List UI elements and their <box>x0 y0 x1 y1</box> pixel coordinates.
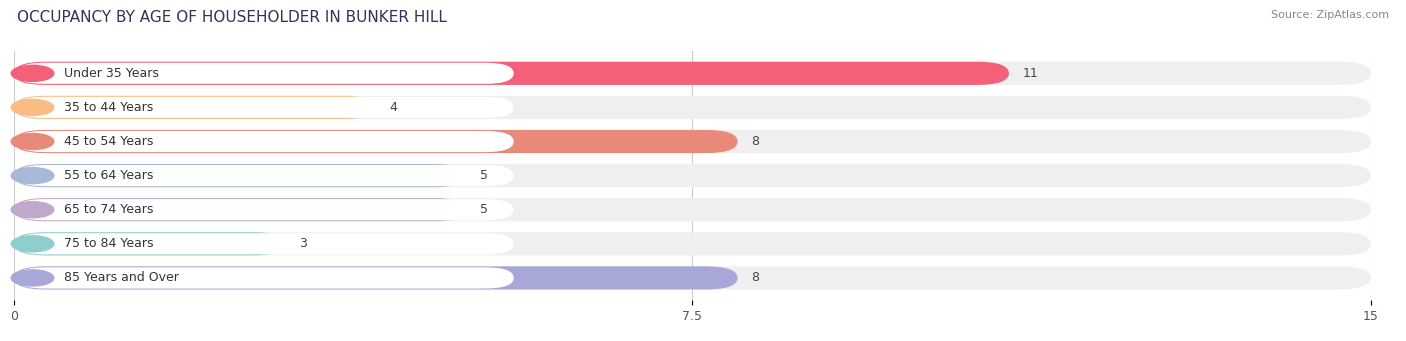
Text: 3: 3 <box>299 237 307 250</box>
FancyBboxPatch shape <box>17 97 513 118</box>
Text: OCCUPANCY BY AGE OF HOUSEHOLDER IN BUNKER HILL: OCCUPANCY BY AGE OF HOUSEHOLDER IN BUNKE… <box>17 10 447 25</box>
FancyBboxPatch shape <box>17 131 513 152</box>
Circle shape <box>11 65 53 81</box>
FancyBboxPatch shape <box>14 232 1371 255</box>
FancyBboxPatch shape <box>14 130 738 153</box>
Text: 65 to 74 Years: 65 to 74 Years <box>65 203 153 216</box>
Text: 35 to 44 Years: 35 to 44 Years <box>65 101 153 114</box>
FancyBboxPatch shape <box>14 198 467 221</box>
FancyBboxPatch shape <box>17 199 513 220</box>
Text: 75 to 84 Years: 75 to 84 Years <box>65 237 153 250</box>
Text: 85 Years and Over: 85 Years and Over <box>65 271 179 284</box>
Circle shape <box>11 270 53 286</box>
FancyBboxPatch shape <box>14 266 738 290</box>
Circle shape <box>11 99 53 116</box>
FancyBboxPatch shape <box>14 164 467 187</box>
FancyBboxPatch shape <box>14 232 285 255</box>
Circle shape <box>11 167 53 184</box>
Text: 5: 5 <box>479 169 488 182</box>
FancyBboxPatch shape <box>14 164 1371 187</box>
FancyBboxPatch shape <box>17 165 513 186</box>
FancyBboxPatch shape <box>14 62 1010 85</box>
Text: 11: 11 <box>1022 67 1039 80</box>
FancyBboxPatch shape <box>14 96 1371 119</box>
Text: 8: 8 <box>751 271 759 284</box>
Text: 55 to 64 Years: 55 to 64 Years <box>65 169 153 182</box>
FancyBboxPatch shape <box>14 130 1371 153</box>
FancyBboxPatch shape <box>14 62 1371 85</box>
Text: Under 35 Years: Under 35 Years <box>65 67 159 80</box>
FancyBboxPatch shape <box>17 267 513 288</box>
FancyBboxPatch shape <box>14 96 375 119</box>
FancyBboxPatch shape <box>14 266 1371 290</box>
Text: 5: 5 <box>479 203 488 216</box>
Circle shape <box>11 236 53 252</box>
Circle shape <box>11 133 53 150</box>
Text: 4: 4 <box>389 101 398 114</box>
Text: 45 to 54 Years: 45 to 54 Years <box>65 135 153 148</box>
Text: 8: 8 <box>751 135 759 148</box>
FancyBboxPatch shape <box>17 63 513 84</box>
FancyBboxPatch shape <box>17 233 513 254</box>
Text: Source: ZipAtlas.com: Source: ZipAtlas.com <box>1271 10 1389 20</box>
Circle shape <box>11 202 53 218</box>
FancyBboxPatch shape <box>14 198 1371 221</box>
